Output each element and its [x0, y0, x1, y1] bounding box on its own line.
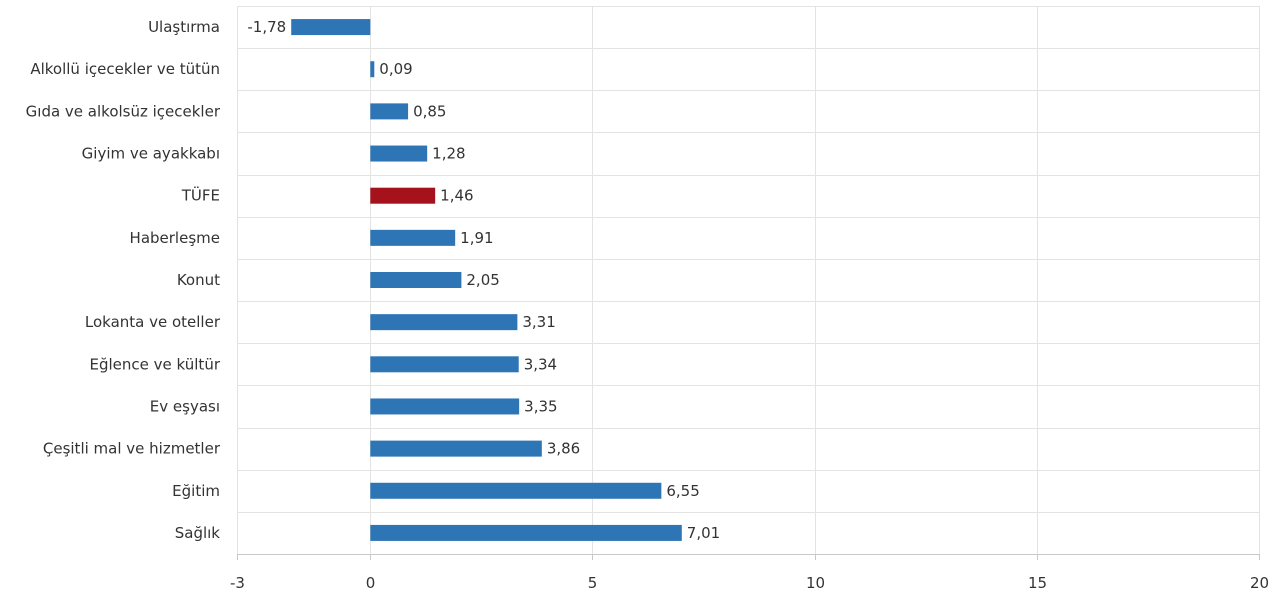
data-label: 3,86	[547, 440, 580, 458]
bar	[370, 440, 542, 457]
x-tick-label: 0	[366, 574, 376, 592]
data-label: 3,31	[522, 313, 555, 331]
data-label: 0,85	[413, 102, 446, 120]
bar	[370, 314, 518, 331]
category-label: Lokanta ve oteller	[85, 313, 221, 331]
data-label: -1,78	[247, 18, 286, 36]
x-tick-label: 5	[588, 574, 598, 592]
x-tick-label: 20	[1250, 574, 1269, 592]
bar	[370, 187, 436, 204]
bar	[291, 19, 371, 36]
bar	[370, 229, 456, 246]
x-tick-label: -3	[230, 574, 245, 592]
data-label: 1,28	[432, 145, 465, 163]
data-label: 2,05	[466, 271, 499, 289]
category-label: Konut	[177, 271, 220, 289]
category-label: Ev eşyası	[150, 397, 220, 415]
data-label: 6,55	[666, 482, 699, 500]
bar	[370, 356, 519, 373]
bar	[370, 103, 409, 120]
category-label: Gıda ve alkolsüz içecekler	[26, 102, 221, 120]
category-label: Eğitim	[172, 482, 220, 500]
bar	[370, 524, 682, 541]
category-label: Çeşitli mal ve hizmetler	[43, 440, 221, 458]
data-label: 3,34	[524, 355, 557, 373]
data-label: 1,91	[460, 229, 493, 247]
bar	[370, 272, 462, 288]
category-label: Ulaştırma	[148, 18, 220, 36]
category-label: TÜFE	[181, 186, 220, 205]
bar	[370, 398, 520, 415]
category-label: Giyim ve ayakkabı	[82, 145, 220, 163]
bar	[370, 61, 375, 78]
bar	[370, 482, 662, 499]
bar	[370, 145, 428, 162]
x-tick-label: 10	[806, 574, 825, 592]
data-label: 3,35	[524, 397, 557, 415]
category-label: Sağlık	[175, 524, 221, 542]
data-label: 7,01	[687, 524, 720, 542]
data-label: 1,46	[440, 187, 473, 205]
category-label: Haberleşme	[130, 229, 220, 247]
data-label: 0,09	[379, 60, 412, 78]
category-label: Eğlence ve kültür	[90, 355, 221, 373]
category-label: Alkollü içecekler ve tütün	[30, 60, 220, 78]
x-tick-label: 15	[1028, 574, 1047, 592]
